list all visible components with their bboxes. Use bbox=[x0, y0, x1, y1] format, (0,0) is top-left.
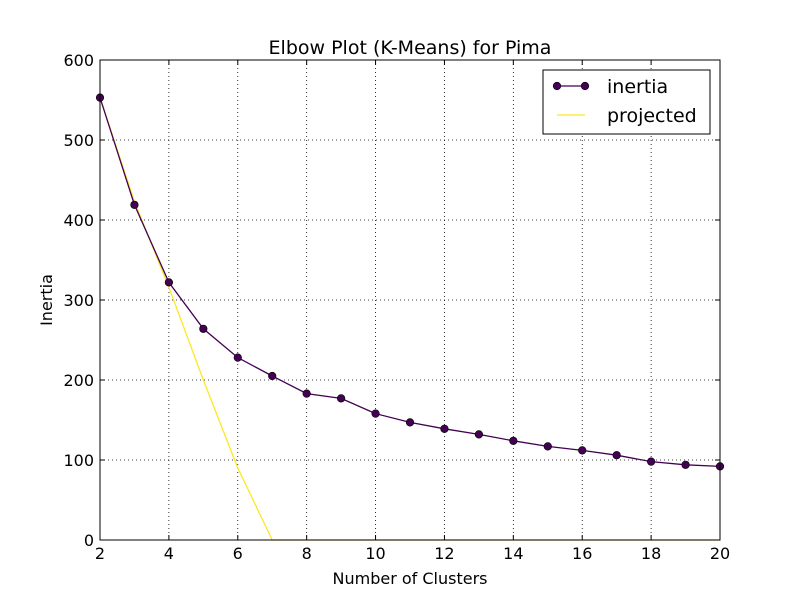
data-point-inertia bbox=[681, 460, 690, 469]
data-point-inertia bbox=[199, 324, 208, 333]
data-point-inertia bbox=[578, 446, 587, 455]
y-tick-label: 0 bbox=[84, 531, 94, 550]
data-point-inertia bbox=[268, 371, 277, 381]
data-point-inertia bbox=[440, 424, 449, 433]
y-axis-label: Inertia bbox=[37, 274, 56, 326]
y-tick-label: 200 bbox=[63, 371, 94, 390]
data-point-inertia bbox=[612, 451, 621, 460]
data-point-inertia bbox=[302, 389, 311, 398]
x-tick-label: 4 bbox=[164, 544, 174, 563]
x-tick-label: 6 bbox=[233, 544, 243, 563]
y-tick-label: 100 bbox=[63, 451, 94, 470]
data-point-inertia bbox=[405, 418, 415, 427]
data-point-inertia bbox=[474, 430, 483, 439]
legend-projected-label: projected bbox=[607, 105, 697, 127]
x-tick-label: 2 bbox=[95, 544, 105, 563]
x-axis-label: Number of Clusters bbox=[333, 569, 488, 588]
y-tick-label: 300 bbox=[63, 291, 94, 310]
legend-box bbox=[542, 69, 711, 135]
data-point-inertia bbox=[543, 442, 552, 451]
y-tick-label: 600 bbox=[63, 51, 94, 70]
chart-title: Elbow Plot (K-Means) for Pima bbox=[269, 37, 552, 59]
legend-inertia-marker bbox=[580, 81, 590, 91]
x-tick-label: 8 bbox=[302, 544, 312, 563]
data-point-inertia bbox=[647, 457, 656, 466]
y-tick-label: 400 bbox=[63, 211, 94, 230]
grid bbox=[100, 60, 720, 540]
x-tick-label: 20 bbox=[710, 544, 730, 563]
data-point-inertia bbox=[233, 353, 242, 362]
x-tick-label: 10 bbox=[365, 544, 385, 563]
data-point-inertia bbox=[130, 200, 139, 209]
x-tick-label: 18 bbox=[641, 544, 661, 563]
x-tick-label: 14 bbox=[503, 544, 523, 563]
data-point-inertia bbox=[337, 394, 346, 403]
legend: inertia projected bbox=[542, 69, 711, 135]
x-tick-label: 16 bbox=[572, 544, 592, 563]
y-tick-label: 500 bbox=[63, 131, 94, 150]
legend-inertia-label: inertia bbox=[607, 76, 668, 98]
data-point-inertia bbox=[509, 436, 518, 445]
legend-inertia-marker bbox=[552, 81, 562, 91]
x-tick-label: 12 bbox=[434, 544, 454, 563]
data-point-inertia bbox=[164, 278, 173, 287]
data-point-inertia bbox=[371, 409, 380, 418]
